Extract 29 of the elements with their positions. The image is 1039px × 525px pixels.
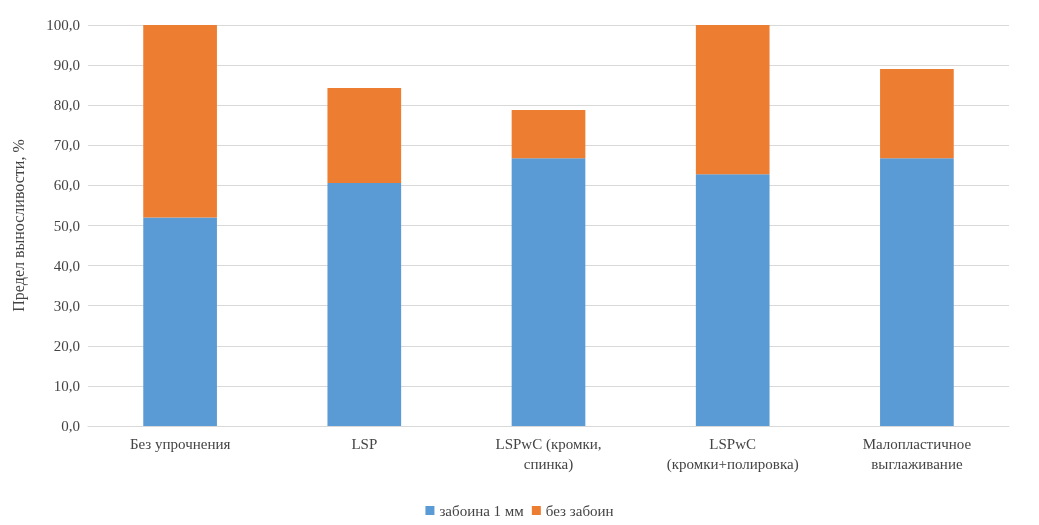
bar <box>327 87 402 183</box>
y-tick-label: 40,0 <box>53 257 80 274</box>
bar <box>695 174 770 426</box>
y-tick-label: 0,0 <box>61 418 80 434</box>
x-tick-label: LSPwC (кромки+полировка) <box>666 436 799 473</box>
y-tick-label: 60,0 <box>53 177 80 194</box>
bar <box>511 158 586 426</box>
x-tick-label: LSPwC (кромки, спинка) <box>495 436 602 473</box>
x-tick-label: LSP <box>351 436 378 452</box>
y-tick-label: 50,0 <box>53 217 80 234</box>
y-tick-label: 10,0 <box>53 377 80 394</box>
y-tick-label: 90,0 <box>53 57 80 74</box>
bar <box>143 217 217 426</box>
legend-label: без забоин <box>545 502 614 519</box>
y-tick-label: 20,0 <box>53 337 80 354</box>
x-tick-label: Малопластичное выглаживание <box>862 436 972 472</box>
x-tick-label: Без упрочнения <box>129 436 231 452</box>
bar <box>880 69 954 159</box>
y-axis-title: Предел выносливости, % <box>9 139 28 312</box>
y-tick-label: 100,0 <box>46 17 80 33</box>
bar <box>880 158 954 426</box>
y-tick-label: 70,0 <box>53 137 80 154</box>
bar <box>511 110 586 159</box>
bar <box>327 182 402 426</box>
legend-label: забоина 1 мм <box>439 502 525 519</box>
y-tick-label: 30,0 <box>53 297 80 314</box>
bar <box>143 25 217 218</box>
y-tick-label: 80,0 <box>53 97 80 114</box>
bar <box>695 25 770 175</box>
